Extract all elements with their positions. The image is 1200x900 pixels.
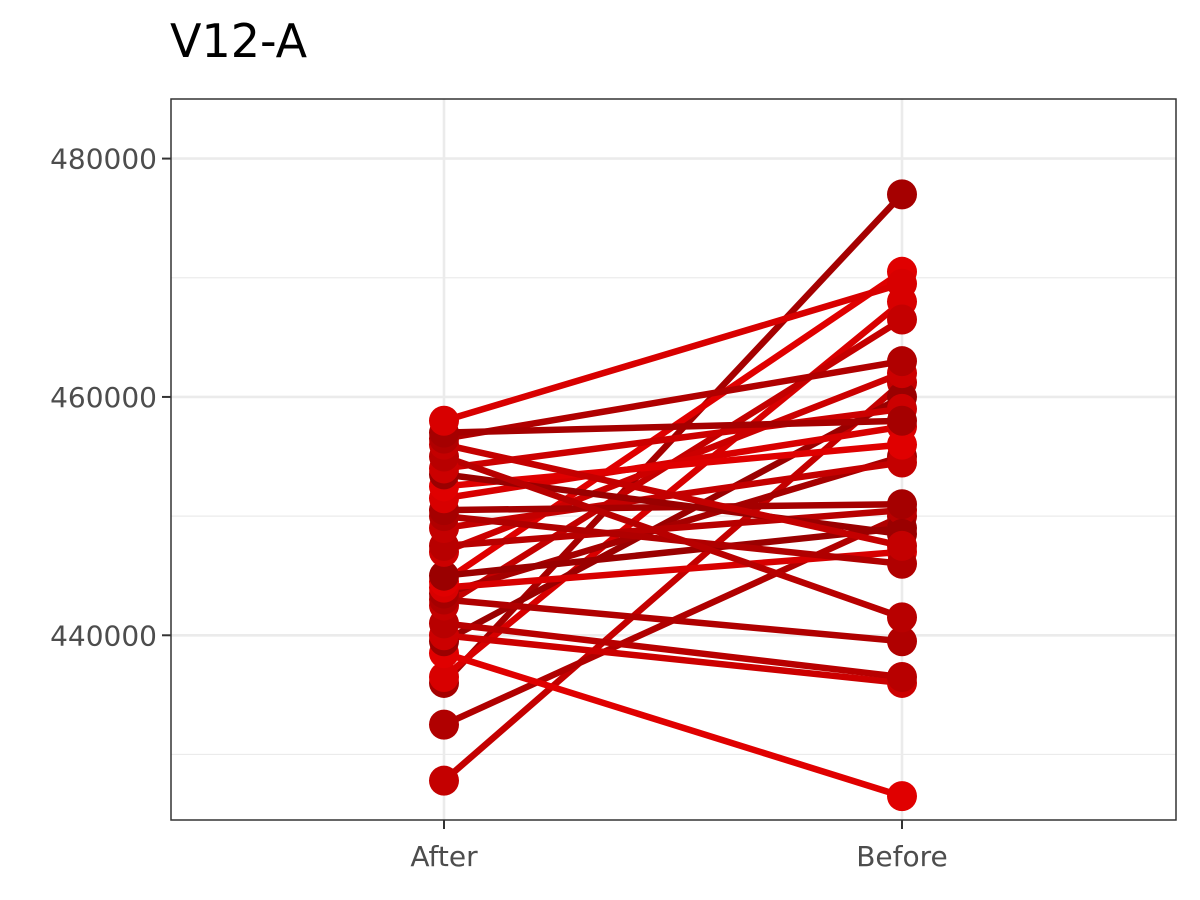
series-line bbox=[443, 632, 903, 687]
series-line bbox=[443, 357, 903, 442]
x-tick-label: Before bbox=[856, 840, 948, 873]
points-layer bbox=[429, 179, 917, 812]
point-before bbox=[887, 268, 917, 299]
point-before bbox=[887, 661, 917, 692]
series-line bbox=[443, 417, 903, 436]
series-layer bbox=[441, 192, 905, 800]
series-line bbox=[443, 506, 903, 550]
series-line bbox=[443, 596, 903, 645]
point-before bbox=[887, 304, 917, 335]
point-before bbox=[887, 626, 917, 657]
point-before bbox=[887, 429, 917, 460]
series-line bbox=[442, 453, 904, 621]
series-line bbox=[443, 620, 903, 681]
chart-title: V12-A bbox=[170, 14, 308, 68]
y-tick-label: 440000 bbox=[50, 619, 157, 652]
point-after bbox=[429, 765, 459, 796]
series-line bbox=[443, 650, 903, 800]
y-tick-label: 460000 bbox=[50, 381, 157, 414]
series-line bbox=[443, 441, 903, 490]
point-after bbox=[429, 405, 459, 436]
x-tick-label: After bbox=[410, 840, 478, 873]
point-before bbox=[887, 405, 917, 436]
point-before bbox=[887, 530, 917, 561]
y-tick-label: 480000 bbox=[50, 143, 157, 176]
point-before bbox=[887, 781, 917, 812]
series-line bbox=[443, 524, 903, 579]
point-after bbox=[429, 709, 459, 740]
plot-border bbox=[170, 98, 1177, 821]
point-before bbox=[887, 602, 917, 633]
point-before bbox=[887, 179, 917, 210]
point-before bbox=[887, 489, 917, 520]
series-line bbox=[443, 280, 903, 424]
series-line bbox=[443, 441, 903, 550]
point-after bbox=[429, 661, 459, 692]
point-before bbox=[887, 346, 917, 377]
point-after bbox=[429, 560, 459, 591]
axes: 440000 460000 480000 After Before bbox=[50, 143, 948, 873]
